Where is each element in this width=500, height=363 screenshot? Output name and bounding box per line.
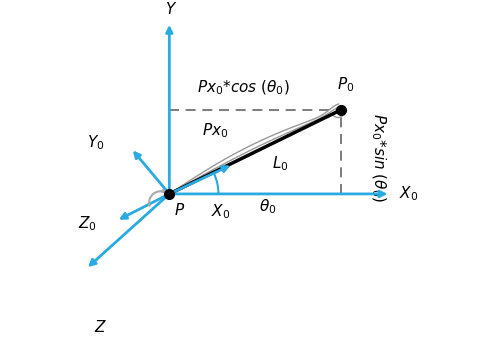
Text: $\theta_0$: $\theta_0$ xyxy=(259,197,276,216)
Text: $Z_0$: $Z_0$ xyxy=(78,215,98,233)
Text: Z: Z xyxy=(94,320,104,335)
Text: $X_0$: $X_0$ xyxy=(210,203,230,221)
Text: $X_0$: $X_0$ xyxy=(399,184,418,203)
Text: $Px_0$*cos $(\theta_0)$: $Px_0$*cos $(\theta_0)$ xyxy=(196,79,290,97)
Text: P: P xyxy=(174,203,184,218)
Text: $P_0$: $P_0$ xyxy=(337,75,354,94)
Text: $Y_0$: $Y_0$ xyxy=(87,134,104,152)
Text: $Px_0$*sin $(\theta_0)$: $Px_0$*sin $(\theta_0)$ xyxy=(370,113,388,201)
Text: Y: Y xyxy=(164,2,174,17)
Text: $Px_0$: $Px_0$ xyxy=(202,121,228,139)
Text: $L_0$: $L_0$ xyxy=(272,155,288,174)
